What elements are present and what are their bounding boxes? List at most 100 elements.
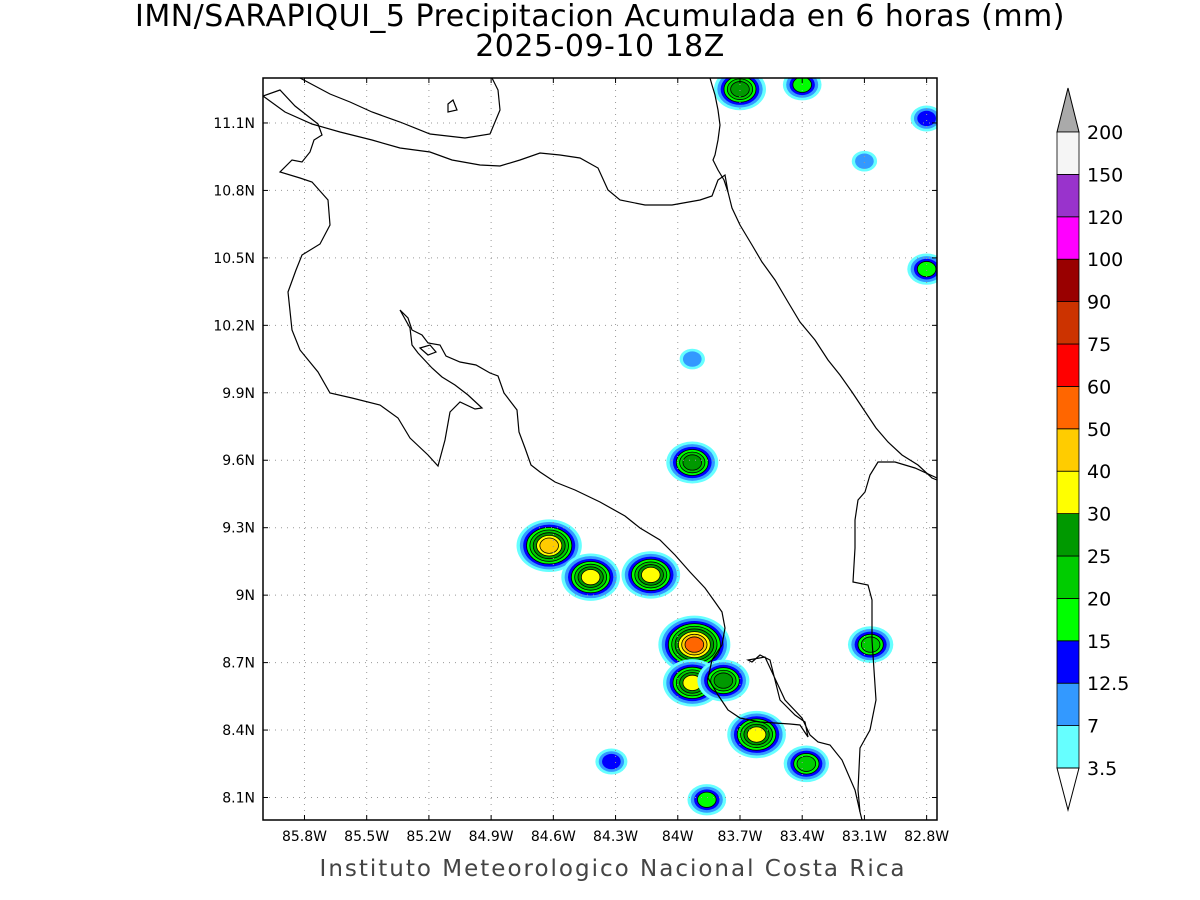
pacific-coast [263,89,863,820]
color-bar-under-arrow [1056,767,1080,812]
lon-tick-label: 83.1W [842,829,887,845]
color-bar-label: 40 [1087,461,1111,483]
lat-tick-label: 9.9N [222,386,255,402]
lat-tick-label: 10.8N [213,183,255,199]
lon-tick-label: 84.9W [469,829,514,845]
color-bar-label: 60 [1087,376,1111,398]
color-bar-label: 100 [1087,249,1123,271]
color-bar-legend: 3.5 7 12.5 15 20 25 30 40 50 60 75 90 100 120 150 200 [1056,87,1129,812]
precip-contour [684,636,705,653]
precip-cell [910,105,937,132]
island [447,99,458,113]
precip-contour [602,753,621,770]
lat-tick-label: 9N [236,588,255,604]
color-bar-label: 75 [1087,334,1111,356]
precip-cell [907,253,937,285]
precip-contour [916,261,937,278]
precip-cell [727,710,786,759]
precip-cell [713,78,766,111]
precip-contour [917,110,936,127]
color-bar-swatch [1056,470,1080,515]
precip-contour [682,454,703,471]
lat-tick-label: 9.3N [222,521,255,537]
precip-cell [697,659,750,702]
precip-contour [746,726,767,743]
color-bar-label: 7 [1087,716,1099,738]
title-line-1: IMN/SARAPIQUI_5 Precipitacion Acumulada … [135,0,1065,34]
lat-tick-label: 8.1N [222,791,255,807]
color-bar-swatch [1056,555,1080,599]
color-bar-swatch [1056,301,1080,345]
precipitation-field [516,78,937,816]
color-bar-label: 25 [1087,546,1111,568]
color-bar-label: 30 [1087,504,1111,526]
map-frame [262,77,938,821]
latitude-axis: 8.1N 8.4N 8.7N 9N 9.3N 9.6N 9.9N 10.2N 10.5N 10.8… [213,116,937,807]
precip-cell [595,748,628,775]
lon-tick-label: 85.2W [406,829,451,845]
precip-contour [792,78,812,93]
caribbean-coast [709,78,937,481]
longitude-axis: 85.8W 85.5W 85.2W 84.9W 84.6W 84.3W 84W 83.7W 83… [282,78,949,845]
color-bar-swatch [1056,598,1080,642]
precip-cell [782,78,822,101]
precip-contour [539,537,559,554]
precip-cell [666,441,719,484]
panama-border [852,461,937,813]
color-bar-swatch [1056,513,1080,557]
color-bar-label: 50 [1087,419,1111,441]
color-bar-label: 15 [1087,631,1111,653]
lon-tick-label: 83.4W [780,829,825,845]
color-bar-swatch [1056,385,1080,430]
precip-cell [621,551,681,599]
title-line-2: 2025-09-10 18Z [475,29,725,64]
lat-tick-label: 11.1N [213,116,255,132]
precip-contour [860,636,881,653]
lat-tick-label: 8.7N [222,656,255,672]
color-bar-label: 3.5 [1087,758,1117,780]
color-bar-swatch [1056,725,1080,769]
precip-contour [682,351,702,367]
precip-contour [580,569,601,586]
color-bar-label: 90 [1087,292,1111,314]
precip-contour [697,791,717,808]
lon-tick-label: 84.6W [531,829,576,845]
nicaragua-lake-shore [299,78,501,139]
precip-cell [679,348,705,370]
lat-tick-label: 8.4N [222,723,255,739]
gulf-island [418,344,438,356]
precip-contour [855,153,874,169]
precip-cell [783,745,830,783]
chart-title: IMN/SARAPIQUI_5 Precipitacion Acumulada … [0,2,1200,62]
lat-tick-label: 9.6N [222,453,255,469]
precip-contour [730,81,750,98]
color-bar-swatch [1056,216,1080,260]
color-bar-swatch [1056,682,1080,727]
precip-cell [658,615,731,674]
lon-tick-label: 85.8W [282,829,327,845]
lon-tick-label: 84W [662,829,694,845]
map-background [263,78,937,820]
color-bar-label: 20 [1087,588,1111,610]
precip-cell [516,519,582,573]
color-bar-swatch [1056,428,1080,472]
color-bar-swatch [1056,173,1080,218]
color-bar-swatch [1056,343,1080,387]
color-bar-label: 12.5 [1087,673,1129,695]
precip-contour [796,755,817,772]
color-bar-over-arrow [1056,87,1080,133]
color-bar-swatch [1056,640,1080,684]
precip-contour [641,566,661,583]
color-bar-label: 200 [1087,122,1123,144]
lon-tick-label: 82.8W [904,829,949,845]
lat-lon-grid [263,78,937,820]
lon-tick-label: 84.3W [593,829,638,845]
color-bar-swatch [1056,258,1080,303]
precip-contour [713,672,734,689]
color-bar-label: 120 [1087,207,1123,229]
precip-cell [851,150,878,172]
precip-cell [561,553,621,601]
coastline [263,78,937,820]
lat-tick-label: 10.5N [213,251,255,267]
